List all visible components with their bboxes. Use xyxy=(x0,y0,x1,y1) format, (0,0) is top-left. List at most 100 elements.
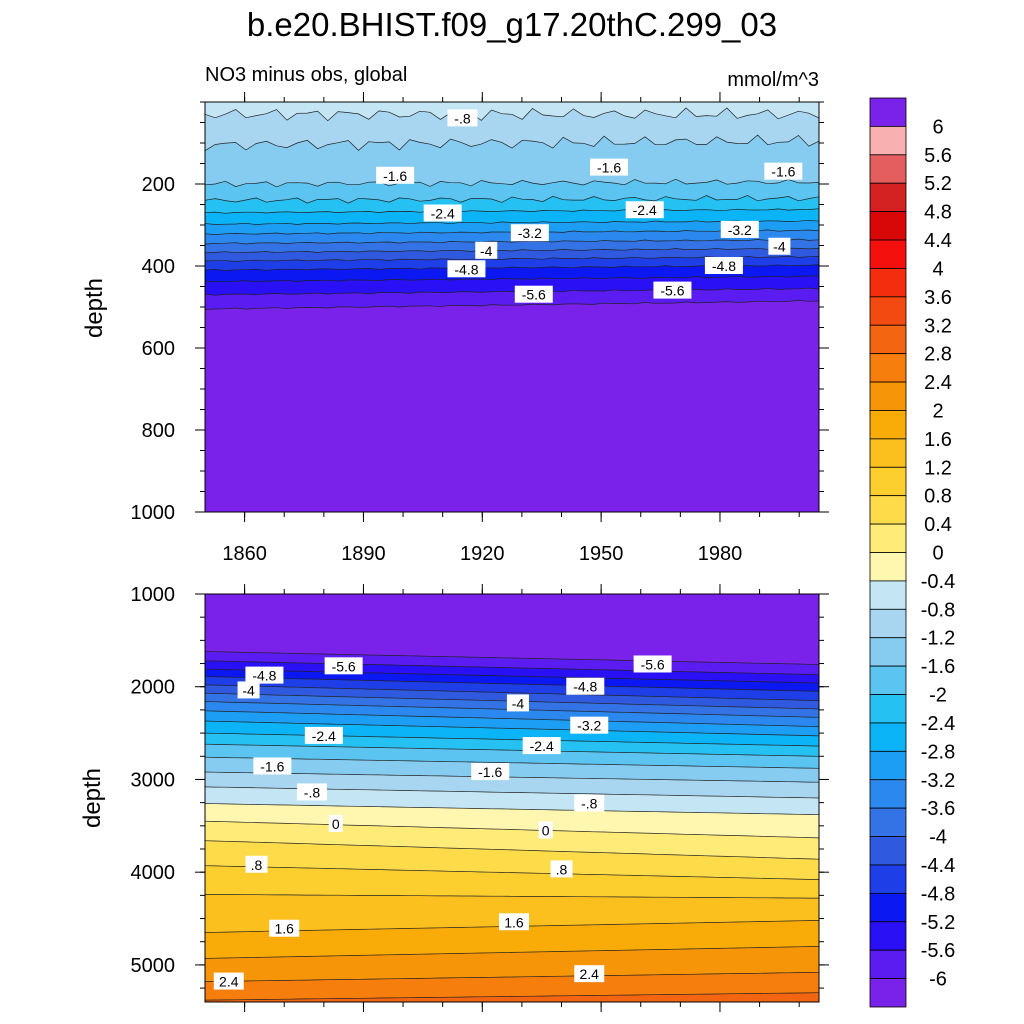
contour-label: -.8 xyxy=(574,794,605,812)
contour-label: -4.8 xyxy=(704,257,743,274)
contour-line xyxy=(205,668,819,684)
contour-label-text: -.8 xyxy=(454,110,471,126)
colorbar-tick-label: 0.8 xyxy=(924,486,952,508)
colorbar-tick-label: 0 xyxy=(932,543,943,565)
colorbar-tick-label: 5.6 xyxy=(924,145,952,167)
lower-depth-panel: depth -5.6 -5.6-4.8-4.8-4-4-3.2-2.4-2.4-1… xyxy=(79,584,829,1012)
contour-label: -4.8 xyxy=(245,666,284,684)
contour-label-text: .8 xyxy=(556,861,568,877)
contour-line xyxy=(205,247,819,254)
contour-label: .8 xyxy=(550,860,573,878)
colorbar-box xyxy=(869,353,907,383)
contour-label-text: -1.6 xyxy=(771,164,795,180)
contour-label: -3.2 xyxy=(720,220,759,238)
colorbar-box xyxy=(869,211,907,241)
contour-line xyxy=(205,651,819,665)
colorbar-tick-label: 3.2 xyxy=(924,315,952,337)
contour-label-text: -4.8 xyxy=(454,261,478,277)
contour-label-text: -3.2 xyxy=(728,222,752,238)
contour-label-text: -5.6 xyxy=(332,658,356,674)
contour-label-text: -1.6 xyxy=(478,764,502,780)
contour-label-text: -1.6 xyxy=(260,758,284,774)
y-tick-label: 5000 xyxy=(131,955,176,977)
contour-line xyxy=(205,710,819,727)
contour-label: -4 xyxy=(237,681,260,699)
contour-label: 0 xyxy=(538,821,553,839)
upper-depth-panel: NO3 minus obs, global mmol/m^3 depth -.8… xyxy=(81,64,829,565)
colorbar-tick-label: -2.4 xyxy=(921,713,955,735)
x-tick-label: 1920 xyxy=(460,543,505,565)
colorbar-box xyxy=(869,836,907,866)
contour-label-text: -4 xyxy=(773,239,786,255)
colorbar-tick-label: -4.8 xyxy=(921,883,955,905)
colorbar-tick-label: 1.6 xyxy=(924,429,952,451)
contour-line xyxy=(205,287,819,296)
contour-line xyxy=(205,195,819,204)
contour-label: -5.6 xyxy=(324,657,363,675)
contour-label-text: 0 xyxy=(542,822,550,838)
colorbar-box xyxy=(869,182,907,213)
contour-label: 2.4 xyxy=(213,972,244,990)
contour-line xyxy=(205,992,819,1001)
colorbar-box xyxy=(869,580,907,610)
colorbar-tick-label: 2 xyxy=(932,400,943,422)
contour-label: -4 xyxy=(506,694,529,712)
colorbar-tick-label: -3.6 xyxy=(921,798,955,820)
contour-label: -1.6 xyxy=(471,763,510,781)
colorbar-box xyxy=(869,694,907,724)
contour-label: -2.4 xyxy=(625,201,664,219)
contour-label-text: 1.6 xyxy=(274,921,294,937)
contour-label: 1.6 xyxy=(269,919,300,937)
colorbar-tick-label: -0.4 xyxy=(921,571,955,593)
contour-label-text: -5.6 xyxy=(660,283,684,299)
y-tick-label: 3000 xyxy=(131,769,176,791)
contour-label-text: -.8 xyxy=(304,784,321,800)
contour-line xyxy=(205,219,819,225)
contour-label-text: -2.4 xyxy=(530,738,554,754)
contour-label-text: -2.4 xyxy=(312,728,336,744)
contour-line xyxy=(205,803,819,816)
colorbar-box xyxy=(869,864,907,894)
contour-label: -2.4 xyxy=(304,726,343,744)
contour-label: -4 xyxy=(768,237,791,255)
x-tick-label: 1890 xyxy=(341,543,386,565)
contour-label-text: -4 xyxy=(242,682,255,698)
contour-label-text: -4 xyxy=(480,243,493,259)
y-tick-label: 4000 xyxy=(131,862,176,884)
contour-label: -1.6 xyxy=(376,166,415,184)
contour-line xyxy=(205,840,819,860)
contour-line xyxy=(205,971,819,982)
y-tick-label: 600 xyxy=(142,338,175,360)
colorbar-box xyxy=(869,438,907,468)
colorbar-tick-label: 5.2 xyxy=(924,173,952,195)
colorbar-tick-label: 1.2 xyxy=(924,457,952,479)
colorbar-box xyxy=(869,97,907,127)
contour-line xyxy=(205,134,819,151)
contour-label-text: -2.4 xyxy=(431,206,455,222)
colorbar-tick-label: 6 xyxy=(932,116,943,138)
colorbar-tick-label: 4.4 xyxy=(924,230,952,252)
contour-label-text: -2.4 xyxy=(633,202,657,218)
contour-line xyxy=(205,820,819,839)
colorbar-box xyxy=(869,381,907,411)
colorbar-tick-label: -6 xyxy=(929,969,947,991)
contour-label: -3.2 xyxy=(570,716,609,734)
y-tick-label: 2000 xyxy=(131,677,176,699)
colorbar-box xyxy=(869,324,907,355)
colorbar-tick-label: -2 xyxy=(929,685,947,707)
contour-line xyxy=(205,684,819,701)
contour-band xyxy=(205,300,819,512)
contour-label: -5.6 xyxy=(633,655,672,673)
x-tick-label: 1980 xyxy=(698,543,743,565)
contour-label: -3.2 xyxy=(510,224,549,242)
y-tick-label: 1000 xyxy=(131,584,176,606)
colorbar-tick-label: -4.4 xyxy=(921,855,955,877)
colorbar-box xyxy=(869,495,907,525)
colorbar-box xyxy=(869,268,907,298)
colorbar-box xyxy=(869,921,907,951)
colorbar-tick-label: -3.2 xyxy=(921,770,955,792)
contour-label: -1.6 xyxy=(590,158,629,176)
contour-label-text: .8 xyxy=(251,857,263,873)
contour-label: -1.6 xyxy=(764,162,803,180)
contour-line xyxy=(205,178,819,188)
